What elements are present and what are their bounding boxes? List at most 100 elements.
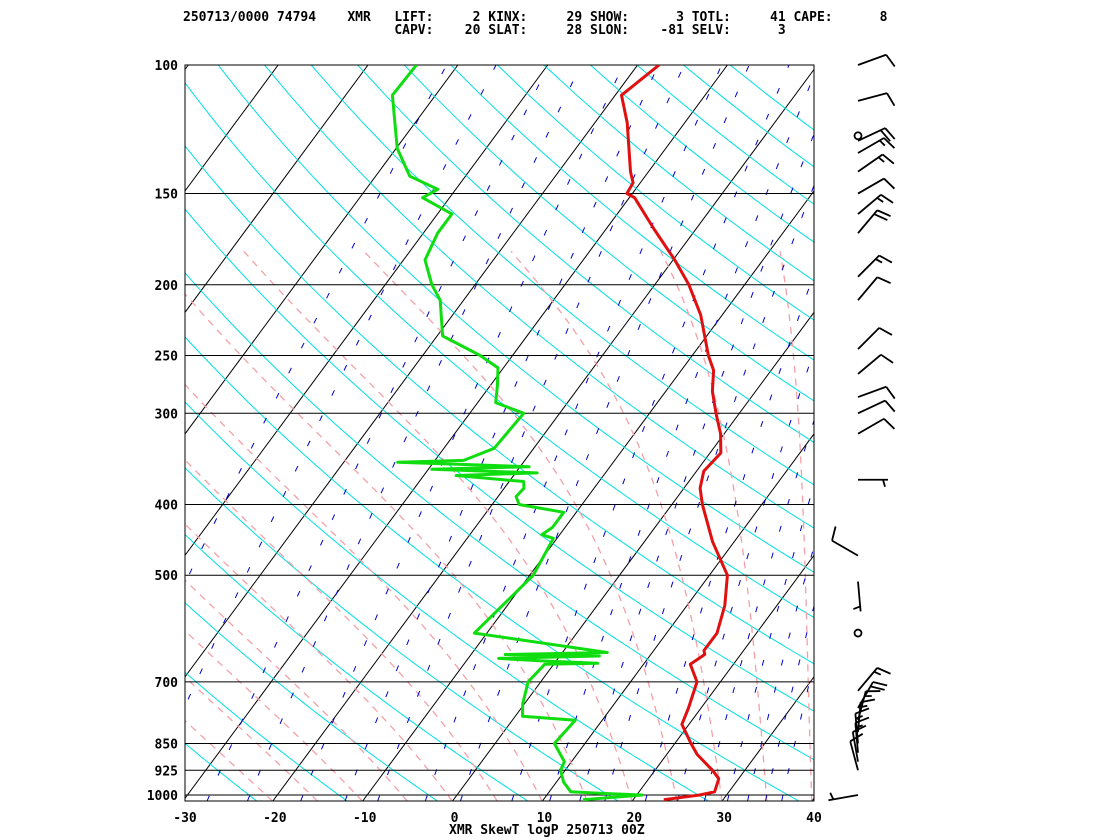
wind-barb bbox=[857, 177, 896, 195]
pressure-tick-label: 150 bbox=[155, 188, 179, 203]
dry-adiabat-line bbox=[185, 742, 258, 801]
wind-barb-shaft bbox=[857, 153, 884, 173]
mixing-ratio-line bbox=[579, 132, 814, 801]
dry-adiabat-line bbox=[185, 82, 814, 619]
wind-barb-shaft bbox=[857, 327, 880, 350]
wind-barb-calm bbox=[853, 131, 863, 141]
dry-adiabat-line bbox=[185, 208, 814, 712]
wind-barb-shaft bbox=[857, 177, 885, 195]
isotherm-line bbox=[185, 65, 728, 800]
wind-barb bbox=[857, 254, 893, 278]
temperature-tick-label: 20 bbox=[626, 811, 642, 826]
pressure-tick-label: 500 bbox=[155, 569, 179, 584]
temperature-tick-label: -20 bbox=[263, 811, 287, 826]
isotherm-line bbox=[0, 65, 98, 801]
wind-barb bbox=[857, 127, 896, 142]
wind-barb-calm bbox=[853, 628, 863, 638]
dry-adiabat-line bbox=[185, 533, 529, 801]
dry-adiabat-line bbox=[683, 65, 814, 168]
wind-barb-half-flag bbox=[873, 670, 882, 676]
wind-barb-shaft bbox=[849, 741, 859, 771]
mixing-ratio-line bbox=[246, 65, 582, 801]
wind-barb bbox=[857, 385, 896, 400]
wind-barb-flag bbox=[872, 681, 888, 687]
wind-barb bbox=[857, 399, 896, 415]
wind-barb-half-flag bbox=[853, 605, 861, 610]
dry-adiabat-line bbox=[729, 65, 814, 131]
temperature-axis-labels: -30 -20 -10 0 10 20 30 40 bbox=[173, 811, 822, 826]
wind-barb-shaft bbox=[857, 417, 885, 435]
wind-barb bbox=[857, 353, 894, 375]
moist-adiabat-line bbox=[779, 251, 813, 801]
temperature-tick-label: 0 bbox=[451, 811, 459, 826]
isotherm-line bbox=[902, 65, 1120, 801]
wind-barb bbox=[857, 276, 891, 301]
wind-barb-flag bbox=[878, 327, 893, 336]
moist-adiabat-line bbox=[185, 676, 319, 801]
wind-barb-flag bbox=[855, 716, 870, 724]
wind-barb-flag bbox=[831, 526, 837, 541]
isotherm-line bbox=[185, 65, 638, 678]
wind-barb bbox=[828, 792, 859, 802]
wind-barb-flag bbox=[873, 213, 888, 221]
pressure-tick-label: 400 bbox=[155, 499, 179, 514]
isobar-lines bbox=[184, 64, 815, 802]
wind-barb-flag bbox=[883, 137, 896, 149]
pressure-tick-label: 100 bbox=[155, 59, 179, 74]
wind-barb bbox=[857, 193, 894, 215]
wind-barb bbox=[857, 209, 891, 234]
mixing-ratio-line bbox=[185, 65, 447, 585]
temperature-profile-line bbox=[620, 65, 729, 801]
pressure-tick-label: 700 bbox=[155, 676, 179, 691]
wind-barb-shaft bbox=[857, 276, 878, 301]
wind-barb bbox=[853, 581, 862, 612]
isotherm-line bbox=[541, 433, 814, 801]
isotherm-line bbox=[631, 554, 814, 801]
mixing-ratio-line bbox=[747, 544, 814, 801]
temperature-tick-label: 30 bbox=[716, 811, 732, 826]
pressure-tick-label: 925 bbox=[155, 764, 178, 779]
dry-adiabat-line bbox=[310, 65, 814, 486]
mixing-ratio-line bbox=[300, 65, 624, 801]
wind-barb-flag bbox=[855, 707, 870, 715]
moist-adiabat-line bbox=[660, 251, 768, 801]
mixing-ratio-line bbox=[644, 272, 814, 801]
wind-barb-flag bbox=[886, 92, 896, 107]
pressure-tick-label: 300 bbox=[155, 407, 179, 422]
wind-barb-flag bbox=[876, 209, 891, 218]
wind-barb bbox=[831, 526, 859, 557]
temperature-tick-label: 40 bbox=[806, 811, 822, 826]
moist-adiabat-line bbox=[185, 458, 498, 801]
wind-barb-shaft bbox=[851, 731, 859, 762]
mixing-ratio-line bbox=[344, 65, 659, 801]
dry-adiabat-line bbox=[185, 336, 800, 801]
isotherm-line bbox=[185, 65, 459, 435]
wind-barb bbox=[857, 137, 896, 154]
wind-barb-flag bbox=[878, 254, 893, 264]
wind-barb-flag bbox=[852, 724, 867, 733]
moist-adiabat-line bbox=[363, 250, 678, 801]
wind-barb-flag bbox=[884, 127, 896, 140]
isotherm-line bbox=[185, 65, 279, 192]
moist-adiabat-line bbox=[185, 293, 588, 801]
chart-title: XMR SkewT logP 250713 00Z bbox=[449, 823, 645, 838]
moist-adiabat-line bbox=[185, 383, 543, 801]
wind-barb-flag bbox=[885, 54, 896, 68]
wind-barb-half-flag bbox=[876, 197, 884, 203]
wind-barb-flag bbox=[880, 193, 894, 204]
wind-barb-shaft bbox=[828, 794, 859, 802]
wind-barb bbox=[858, 478, 888, 488]
wind-barb-half-flag bbox=[877, 156, 885, 163]
wind-barb-flag bbox=[885, 386, 896, 400]
pressure-tick-label: 250 bbox=[155, 349, 179, 364]
sounding-profiles bbox=[390, 65, 729, 801]
pressure-tick-label: 1000 bbox=[147, 789, 178, 804]
wind-barb bbox=[857, 417, 896, 435]
dry-adiabat-line bbox=[357, 65, 814, 444]
mixing-ratio-line bbox=[185, 65, 497, 708]
isotherm-line bbox=[362, 190, 814, 801]
wind-barb-flag bbox=[883, 177, 896, 190]
dewpoint-profile-line bbox=[390, 65, 644, 801]
pressure-tick-label: 200 bbox=[155, 279, 179, 294]
